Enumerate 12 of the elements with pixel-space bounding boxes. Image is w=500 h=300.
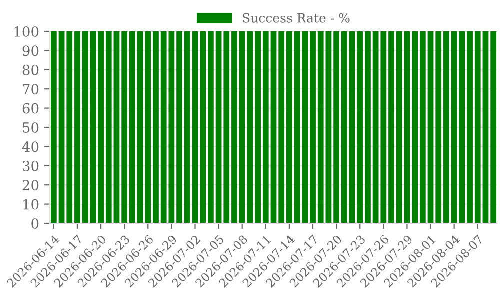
y-tick-label: 10 — [24, 199, 39, 210]
y-tick-label: 40 — [22, 142, 39, 152]
y-tick-label: 20 — [22, 180, 39, 191]
y-tick-label: 60 — [22, 103, 39, 114]
y-tick-label: 90 — [22, 46, 39, 56]
y-tick-label: 70 — [23, 84, 39, 95]
y-tick-label: 50 — [23, 122, 39, 133]
legend-label: Success Rate - % — [243, 13, 350, 23]
y-tick-label: 30 — [22, 160, 39, 172]
y-tick-label: 80 — [22, 64, 39, 76]
y-tick-label: 0 — [32, 218, 39, 229]
y-tick-label: 100 — [14, 26, 39, 37]
